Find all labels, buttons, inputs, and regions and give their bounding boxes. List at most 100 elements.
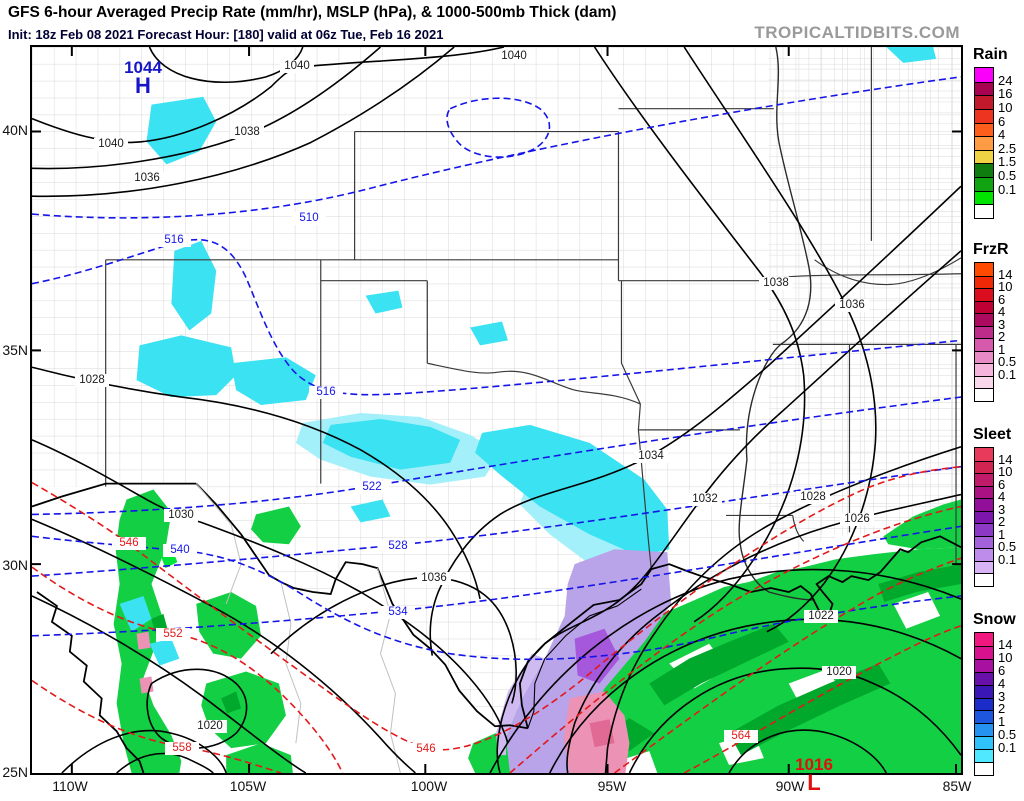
thickness-label-blue: 516 bbox=[157, 234, 191, 247]
legend-tick-label: 2 bbox=[998, 329, 1006, 345]
legend-tick-label: 3 bbox=[998, 501, 1006, 517]
legend-color-cell bbox=[975, 762, 993, 775]
thickness-label-red: 546 bbox=[112, 537, 146, 550]
legend-tick-label: 0.1 bbox=[998, 551, 1017, 567]
lon-axis-label: 100W bbox=[410, 778, 448, 794]
legend-tick-label: 6 bbox=[998, 113, 1006, 129]
legend-color-cell bbox=[975, 535, 993, 549]
low-symbol: L bbox=[807, 770, 821, 795]
legend-color-cell bbox=[975, 473, 993, 486]
mslp-contour-label: 1034 bbox=[634, 450, 668, 463]
legend-tick-label: 2 bbox=[998, 514, 1006, 530]
mslp-contour-label: 1036 bbox=[130, 172, 164, 185]
lon-axis-label: 105W bbox=[229, 778, 267, 794]
lon-axis-label: 95W bbox=[597, 778, 627, 794]
legend-color-cell bbox=[975, 122, 993, 137]
sleet-scale: Sleet 14 10 6 4 3 2 1 0.5 0.1 bbox=[966, 426, 1024, 601]
weather-map: 1040 1040 1040 1038 1036 1038 1036 1028 … bbox=[30, 45, 963, 794]
legend-tick-label: 1 bbox=[998, 526, 1006, 542]
legend-color-cell bbox=[975, 81, 993, 96]
legend-color-cell bbox=[975, 684, 993, 698]
mslp-contour-label: 1030 bbox=[164, 509, 198, 522]
legend-tick-label: 6 bbox=[998, 291, 1006, 307]
mslp-contour-label: 1040 bbox=[497, 50, 531, 63]
frzr-scale: FrzR 14 10 6 4 3 2 1 0.5 0.1 bbox=[966, 241, 1024, 416]
mslp-contour-label: 1036 bbox=[417, 572, 451, 585]
sleet-scale-bar bbox=[974, 447, 994, 587]
init-forecast-info: Init: 18z Feb 08 2021 Forecast Hour: [18… bbox=[8, 27, 444, 42]
legend-color-cell bbox=[975, 108, 993, 123]
axis-ticks bbox=[32, 47, 961, 773]
high-pressure-center: 1044 H bbox=[118, 58, 168, 97]
legend-sleet-title: Sleet bbox=[973, 426, 1012, 443]
mslp-contour-label: 1040 bbox=[280, 60, 314, 73]
map-canvas bbox=[32, 47, 961, 773]
legend-tick-label: 0.5 bbox=[998, 354, 1017, 370]
lat-axis-label: 35N bbox=[2, 342, 28, 358]
legend-tick-label: 10 bbox=[998, 464, 1013, 480]
legend-snow-title: Snow bbox=[973, 611, 1016, 628]
legend-color-cell bbox=[975, 388, 993, 401]
legend-tick-label: 10 bbox=[998, 649, 1013, 665]
legend-tick-label: 1.5 bbox=[998, 154, 1017, 170]
legend-tick-label: 0.1 bbox=[998, 740, 1017, 756]
legend-color-cell bbox=[975, 485, 993, 499]
lon-axis-label: 110W bbox=[52, 778, 88, 794]
legend-color-cell bbox=[975, 710, 993, 724]
watermark: TROPICALTIDBITS.COM bbox=[754, 23, 960, 42]
legend-color-cell bbox=[975, 177, 993, 191]
legend-color-cell bbox=[975, 573, 993, 586]
legend-tick-label: 3 bbox=[998, 688, 1006, 704]
legend-color-cell bbox=[975, 275, 993, 289]
snow-scale-bar bbox=[974, 632, 994, 776]
legend-tick-label: 10 bbox=[998, 279, 1013, 295]
legend-tick-label: 1 bbox=[998, 341, 1006, 357]
legend-tick-label: 4 bbox=[998, 127, 1006, 143]
legend-color-cell bbox=[975, 697, 993, 711]
thickness-label-red: 546 bbox=[409, 743, 443, 756]
legend-color-cell bbox=[975, 263, 993, 276]
thickness-label-blue: 528 bbox=[381, 540, 415, 553]
thickness-label-blue: 534 bbox=[381, 606, 415, 619]
mslp-contour-label: 1038 bbox=[230, 126, 264, 139]
legend-tick-label: 0.5 bbox=[998, 168, 1017, 184]
legend-tick-label: 4 bbox=[998, 489, 1006, 505]
state-borders-layer bbox=[105, 47, 961, 601]
mslp-contour-label: 1032 bbox=[688, 493, 722, 506]
legend-tick-label: 0.5 bbox=[998, 727, 1017, 743]
legend-tick-label: 14 bbox=[998, 451, 1013, 467]
legend-tick-label: 16 bbox=[998, 86, 1013, 102]
thickness-red-layer bbox=[32, 465, 961, 773]
legend-color-cell bbox=[975, 723, 993, 737]
legend-tick-label: 24 bbox=[998, 72, 1013, 88]
legend-color-cell bbox=[975, 548, 993, 561]
rain-scale: Rain 24 16 10 6 4 2.5 1.5 0.5 0.1 bbox=[966, 46, 1024, 236]
legend-tick-label: 4 bbox=[998, 304, 1006, 320]
thickness-label-blue: 540 bbox=[163, 544, 197, 557]
legend-color-cell bbox=[975, 671, 993, 685]
legend-color-cell bbox=[975, 325, 993, 339]
legend-color-cell bbox=[975, 190, 993, 205]
legend-color-cell bbox=[975, 658, 993, 672]
legend-color-cell bbox=[975, 498, 993, 511]
snow-scale: Snow 14 10 6 4 3 2 1 0.5 0.1 bbox=[966, 611, 1024, 791]
low-pressure-center: 1016 L bbox=[789, 755, 839, 795]
legend-tick-label: 2 bbox=[998, 701, 1006, 717]
legend-color-cell bbox=[975, 313, 993, 326]
legend-color-cell bbox=[975, 149, 993, 164]
low-value: 1016 bbox=[795, 755, 833, 774]
legend-tick-label: 4 bbox=[998, 675, 1006, 691]
mslp-contour-label: 1040 bbox=[94, 138, 128, 151]
mslp-contour-label: 1036 bbox=[835, 299, 869, 312]
mslp-contour-label: 1020 bbox=[822, 666, 856, 679]
legend-rain-title: Rain bbox=[973, 46, 1008, 63]
legend-color-cell bbox=[975, 350, 993, 364]
legend-tick-label: 14 bbox=[998, 636, 1013, 652]
legend-tick-label: 10 bbox=[998, 99, 1013, 115]
thickness-label-red: 558 bbox=[165, 742, 199, 755]
mslp-contour-label: 1020 bbox=[193, 720, 227, 733]
legend-color-cell bbox=[975, 163, 993, 177]
legend-tick-label: 6 bbox=[998, 662, 1006, 678]
mslp-contour-label: 1028 bbox=[796, 491, 830, 504]
high-value: 1044 bbox=[124, 58, 162, 77]
